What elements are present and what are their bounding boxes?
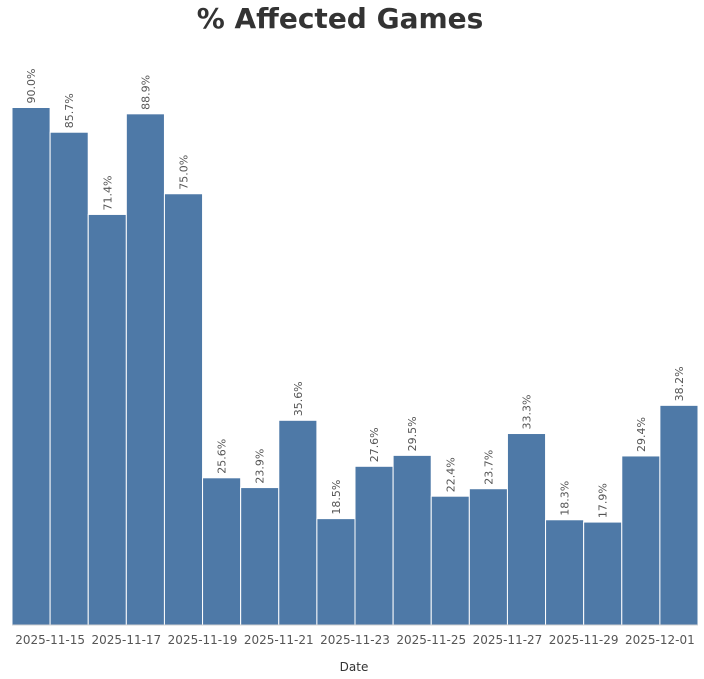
x-axis-title: Date [340, 660, 369, 674]
bar-2025-11-27 [506, 433, 547, 626]
bar-2025-12-01 [659, 404, 699, 626]
x-tick-label: 2025-11-21 [244, 633, 314, 647]
x-tick-label: 2025-11-29 [549, 633, 619, 647]
data-label-2025-11-24: 29.5% [406, 416, 419, 451]
data-label-2025-11-16: 71.4% [101, 175, 114, 210]
data-label-2025-11-14: 90.0% [25, 69, 38, 104]
bar-2025-11-30 [621, 455, 661, 626]
bar-2025-11-26 [468, 488, 508, 626]
data-label-2025-11-22: 18.5% [330, 480, 343, 515]
data-label-2025-11-26: 23.7% [482, 450, 495, 485]
data-label-2025-11-23: 27.6% [368, 427, 381, 462]
x-tick-label: 2025-11-17 [91, 633, 161, 647]
x-tick-label: 2025-11-15 [15, 633, 85, 647]
data-label-2025-11-19: 25.6% [216, 439, 229, 474]
bar-2025-11-15 [49, 131, 89, 626]
chart-title: % Affected Games [196, 2, 484, 35]
bar-2025-11-16 [87, 213, 127, 626]
data-label-2025-11-27: 33.3% [521, 395, 534, 430]
bar-2025-11-14 [11, 107, 51, 626]
data-label-2025-12-01: 38.2% [673, 366, 686, 401]
data-label-2025-11-25: 22.4% [444, 457, 457, 492]
bar-2025-11-19 [202, 477, 242, 626]
x-tick-label: 2025-11-23 [320, 633, 390, 647]
bar-2025-11-29 [583, 521, 623, 626]
bar-2025-11-25 [430, 495, 470, 626]
data-label-2025-11-17: 88.9% [139, 75, 152, 110]
bar-2025-11-18 [163, 193, 204, 626]
data-label-2025-11-15: 85.7% [63, 93, 76, 128]
bar-2025-11-22 [316, 518, 356, 626]
x-tick-label: 2025-11-19 [168, 633, 238, 647]
x-tick-label: 2025-11-27 [473, 633, 543, 647]
data-label-2025-11-20: 23.9% [254, 449, 267, 484]
data-label-2025-11-21: 35.6% [292, 381, 305, 416]
x-tick-label: 2025-12-01 [625, 633, 695, 647]
data-label-2025-11-29: 17.9% [597, 483, 610, 518]
bars-group [11, 107, 699, 626]
bar-2025-11-28 [545, 519, 585, 626]
bar-2025-11-23 [354, 465, 394, 626]
data-label-2025-11-18: 75.0% [178, 155, 191, 190]
x-axis-ticks: 2025-11-15 2025-11-17 2025-11-19 2025-11-21… [15, 633, 695, 647]
x-tick-label: 2025-11-25 [396, 633, 466, 647]
data-label-2025-11-30: 29.4% [635, 417, 648, 452]
bar-2025-11-17 [125, 113, 165, 626]
bar-2025-11-24 [392, 454, 432, 626]
data-label-2025-11-28: 18.3% [559, 481, 572, 516]
bar-2025-11-20 [240, 487, 280, 626]
bar-2025-11-21 [278, 419, 318, 626]
data-labels-group: 90.0% 85.7% 71.4% 88.9% 75.0% 25.6% 23.9% 35.6%… [25, 69, 686, 519]
